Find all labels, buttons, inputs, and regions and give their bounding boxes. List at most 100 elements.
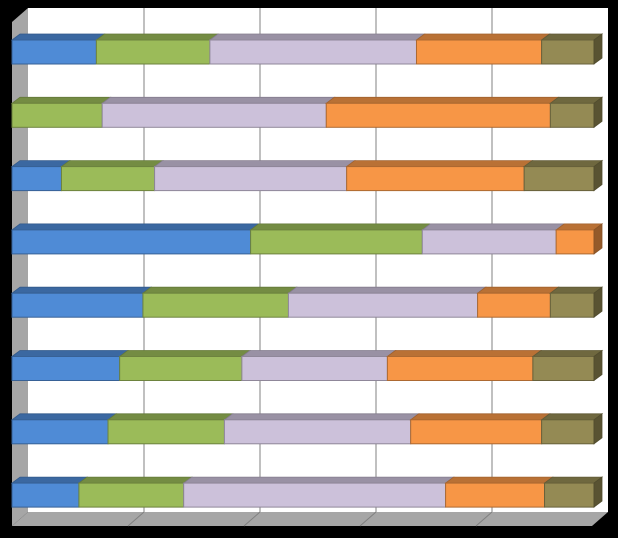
bar-segment-series-4: [325, 102, 551, 128]
bar-segment-top-series-4: [476, 286, 560, 294]
bar-end-cap: [593, 286, 603, 319]
bar-row-8: [10, 476, 604, 508]
bar-row-6: [10, 349, 604, 382]
plot-side-wall: [12, 8, 28, 526]
bar-row-4: [10, 223, 604, 255]
bar-segment-series-2: [250, 229, 423, 255]
bar-segment-top-series-1: [10, 33, 106, 41]
bar-row-3: [10, 159, 604, 192]
bar-segment-top-series-4: [444, 476, 554, 484]
bar-segment-top-series-2: [118, 350, 252, 357]
bar-segment-series-3: [101, 102, 327, 128]
bar-segment-top-series-1: [10, 476, 89, 484]
bar-segment-top-series-2: [10, 96, 112, 104]
bar-segment-series-2: [11, 102, 103, 128]
bar-segment-series-1: [11, 39, 97, 65]
bar-segment-series-2: [107, 419, 225, 445]
bar-segment-series-2: [142, 292, 289, 318]
bar-end-cap: [593, 33, 603, 65]
bar-segment-series-3: [241, 356, 388, 381]
bar-segment-top-series-3: [153, 160, 356, 168]
bar-segment-top-series-5: [543, 476, 604, 484]
bar-segment-top-series-5: [549, 96, 604, 104]
bar-segment-series-1: [11, 356, 121, 381]
bar-segment-top-series-1: [10, 160, 71, 168]
floor-gridline: [127, 511, 145, 527]
bar-segment-top-series-3: [421, 223, 566, 231]
bar-segment-series-3: [223, 419, 412, 445]
bar-segment-top-series-2: [141, 286, 298, 294]
bar-segment-top-series-3: [208, 33, 426, 41]
bar-segment-series-2: [119, 356, 243, 381]
bar-segment-series-3: [209, 39, 417, 65]
bar-segment-top-series-4: [409, 413, 551, 421]
floor-gridline: [475, 511, 493, 527]
bar-segment-top-series-3: [287, 286, 487, 294]
bar-segment-top-series-3: [182, 476, 455, 484]
floor-gridline: [243, 511, 261, 527]
bar-segment-top-series-2: [95, 33, 220, 41]
bar-segment-series-3: [154, 166, 348, 192]
bar-segment-series-4: [555, 229, 595, 255]
bar-segment-series-2: [78, 482, 185, 508]
bar-segment-series-4: [445, 482, 546, 508]
bar-segment-series-5: [544, 482, 595, 508]
bar-segment-top-series-3: [223, 413, 420, 421]
bar-segment-series-1: [11, 292, 144, 318]
bar-segment-series-3: [421, 229, 557, 255]
bar-segment-top-series-3: [240, 350, 397, 357]
bar-series-layer: [10, 33, 604, 508]
bar-segment-top-series-1: [10, 223, 260, 231]
bar-segment-top-series-2: [106, 413, 234, 421]
bar-row-7: [10, 412, 604, 445]
bar-segment-series-4: [386, 356, 534, 381]
bar-segment-top-series-1: [10, 286, 153, 294]
bar-segment-series-1: [11, 166, 62, 192]
bar-segment-series-5: [541, 39, 595, 65]
bar-segment-top-series-5: [549, 286, 604, 294]
bar-segment-top-series-5: [540, 33, 604, 41]
bar-segment-top-series-1: [10, 413, 118, 421]
bar-segment-series-4: [346, 166, 525, 192]
bar-segment-top-series-2: [249, 223, 432, 231]
bar-segment-series-4: [410, 419, 543, 445]
bar-end-cap: [593, 412, 603, 445]
floor-gridline: [359, 511, 377, 527]
bar-end-cap: [593, 349, 603, 382]
bar-end-cap: [593, 223, 603, 255]
chart-background-layer: [12, 8, 608, 526]
bar-end-cap: [593, 96, 603, 129]
bar-segment-top-series-4: [345, 160, 534, 168]
bar-row-5: [10, 286, 604, 319]
bar-segment-top-series-5: [540, 413, 604, 421]
bar-segment-top-series-2: [77, 476, 193, 484]
bar-segment-series-3: [287, 292, 479, 318]
bar-row-1: [10, 33, 604, 65]
bar-segment-series-3: [183, 482, 447, 508]
bar-segment-series-2: [60, 166, 156, 192]
bar-segment-series-4: [477, 292, 551, 318]
bar-segment-series-2: [95, 39, 211, 65]
bar-segment-top-series-4: [325, 96, 560, 104]
bar-end-cap: [593, 159, 603, 192]
bar-segment-series-5: [541, 419, 595, 445]
bar-segment-top-series-1: [10, 350, 129, 357]
bar-segment-top-series-3: [101, 96, 336, 104]
plot-floor: [12, 512, 608, 526]
bar-segment-series-1: [11, 419, 109, 445]
bar-segment-top-series-5: [522, 160, 604, 168]
bar-segment-series-5: [549, 102, 595, 128]
bar-segment-top-series-4: [415, 33, 551, 41]
bar-segment-series-4: [415, 39, 543, 65]
bar-segment-top-series-2: [60, 160, 164, 168]
bar-segment-top-series-4: [386, 350, 543, 357]
bar-segment-series-5: [549, 292, 595, 318]
bar-segment-series-1: [11, 229, 252, 255]
bar-segment-series-1: [11, 482, 80, 508]
bar-segment-top-series-5: [531, 350, 604, 357]
bar-segment-series-5: [532, 356, 595, 381]
bar-end-cap: [593, 476, 603, 508]
bar-row-2: [10, 96, 604, 129]
bar-segment-series-5: [523, 166, 595, 192]
